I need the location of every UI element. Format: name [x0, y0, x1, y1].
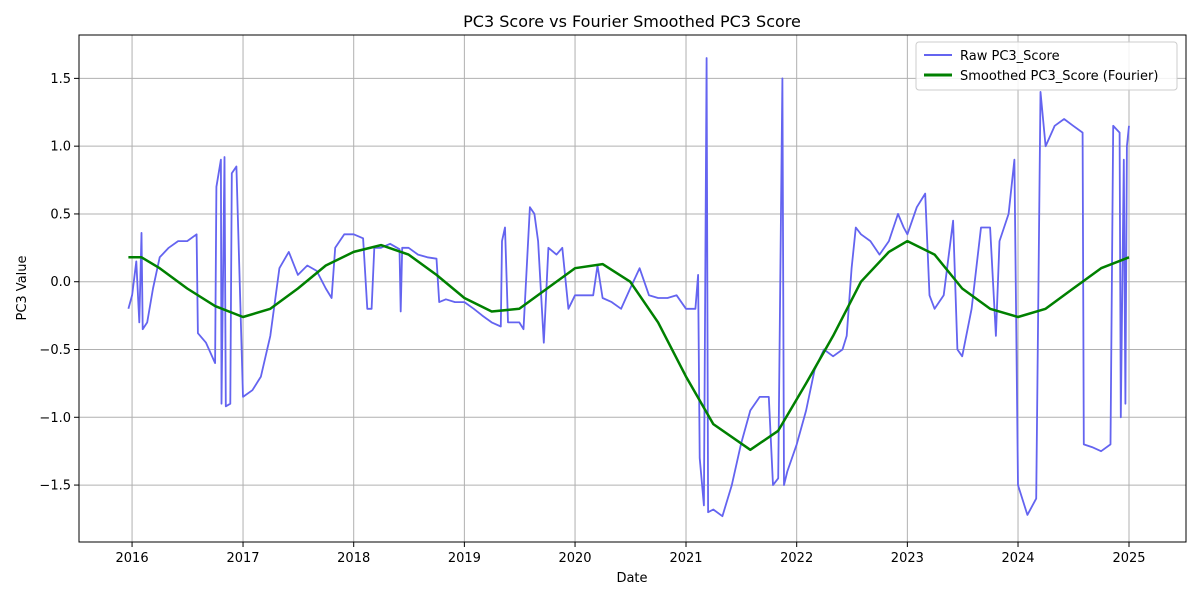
x-tick-label: 2021 [669, 551, 702, 566]
y-tick-label: −0.5 [39, 343, 71, 358]
x-tick-label: 2017 [226, 551, 259, 566]
legend-box [915, 41, 1178, 91]
legend: Raw PC3_Score Smoothed PC3_Score (Fourie… [915, 41, 1178, 91]
y-tick-label: 0.5 [50, 207, 71, 222]
legend-label-smoothed: Smoothed PC3_Score (Fourier) [960, 69, 1158, 84]
x-tick-label: 2020 [558, 551, 591, 566]
axis-ticks: 2016 2017 2018 2019 2020 2021 2022 2023 2024 2025… [39, 72, 1145, 566]
y-tick-label: 1.5 [50, 72, 71, 87]
y-tick-label: −1.5 [39, 479, 71, 494]
series-lines [127, 57, 1130, 518]
x-tick-label: 2024 [1001, 551, 1034, 566]
smoothed-pc3-score-line [128, 239, 1130, 452]
x-tick-label: 2016 [116, 551, 149, 566]
y-tick-label: 0.0 [50, 275, 71, 290]
plot-frame [78, 34, 1187, 543]
x-tick-label: 2023 [891, 551, 924, 566]
x-tick-label: 2025 [1112, 551, 1145, 566]
chart-title: PC3 Score vs Fourier Smoothed PC3 Score [463, 12, 801, 31]
legend-label-raw: Raw PC3_Score [960, 49, 1060, 64]
x-axis-label: Date [616, 571, 647, 586]
x-tick-label: 2018 [337, 551, 370, 566]
x-tick-label: 2022 [780, 551, 813, 566]
x-tick-label: 2019 [448, 551, 481, 566]
y-axis-label: PC3 Value [15, 255, 30, 320]
y-tick-label: 1.0 [50, 140, 71, 155]
y-tick-label: −1.0 [39, 411, 71, 426]
